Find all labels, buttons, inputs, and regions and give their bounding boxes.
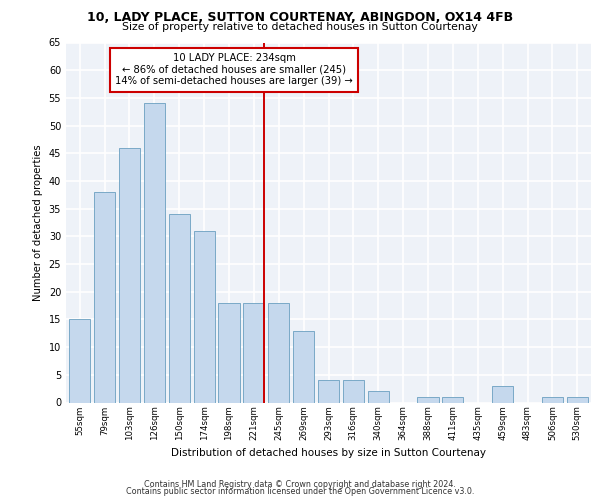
Bar xyxy=(442,397,463,402)
X-axis label: Distribution of detached houses by size in Sutton Courtenay: Distribution of detached houses by size … xyxy=(171,448,486,458)
Bar xyxy=(418,397,439,402)
Bar xyxy=(293,330,314,402)
Text: Contains public sector information licensed under the Open Government Licence v3: Contains public sector information licen… xyxy=(126,487,474,496)
Bar xyxy=(144,104,165,403)
Bar xyxy=(119,148,140,402)
Y-axis label: Number of detached properties: Number of detached properties xyxy=(33,144,43,301)
Bar xyxy=(542,397,563,402)
Bar xyxy=(218,303,239,402)
Bar xyxy=(194,231,215,402)
Bar xyxy=(343,380,364,402)
Bar xyxy=(243,303,265,402)
Text: 10 LADY PLACE: 234sqm
← 86% of detached houses are smaller (245)
14% of semi-det: 10 LADY PLACE: 234sqm ← 86% of detached … xyxy=(115,54,353,86)
Bar xyxy=(94,192,115,402)
Bar xyxy=(318,380,339,402)
Bar xyxy=(69,320,90,402)
Text: Size of property relative to detached houses in Sutton Courtenay: Size of property relative to detached ho… xyxy=(122,22,478,32)
Text: Contains HM Land Registry data © Crown copyright and database right 2024.: Contains HM Land Registry data © Crown c… xyxy=(144,480,456,489)
Bar xyxy=(268,303,289,402)
Text: 10, LADY PLACE, SUTTON COURTENAY, ABINGDON, OX14 4FB: 10, LADY PLACE, SUTTON COURTENAY, ABINGD… xyxy=(87,11,513,24)
Bar xyxy=(567,397,588,402)
Bar xyxy=(492,386,513,402)
Bar xyxy=(169,214,190,402)
Bar xyxy=(368,392,389,402)
